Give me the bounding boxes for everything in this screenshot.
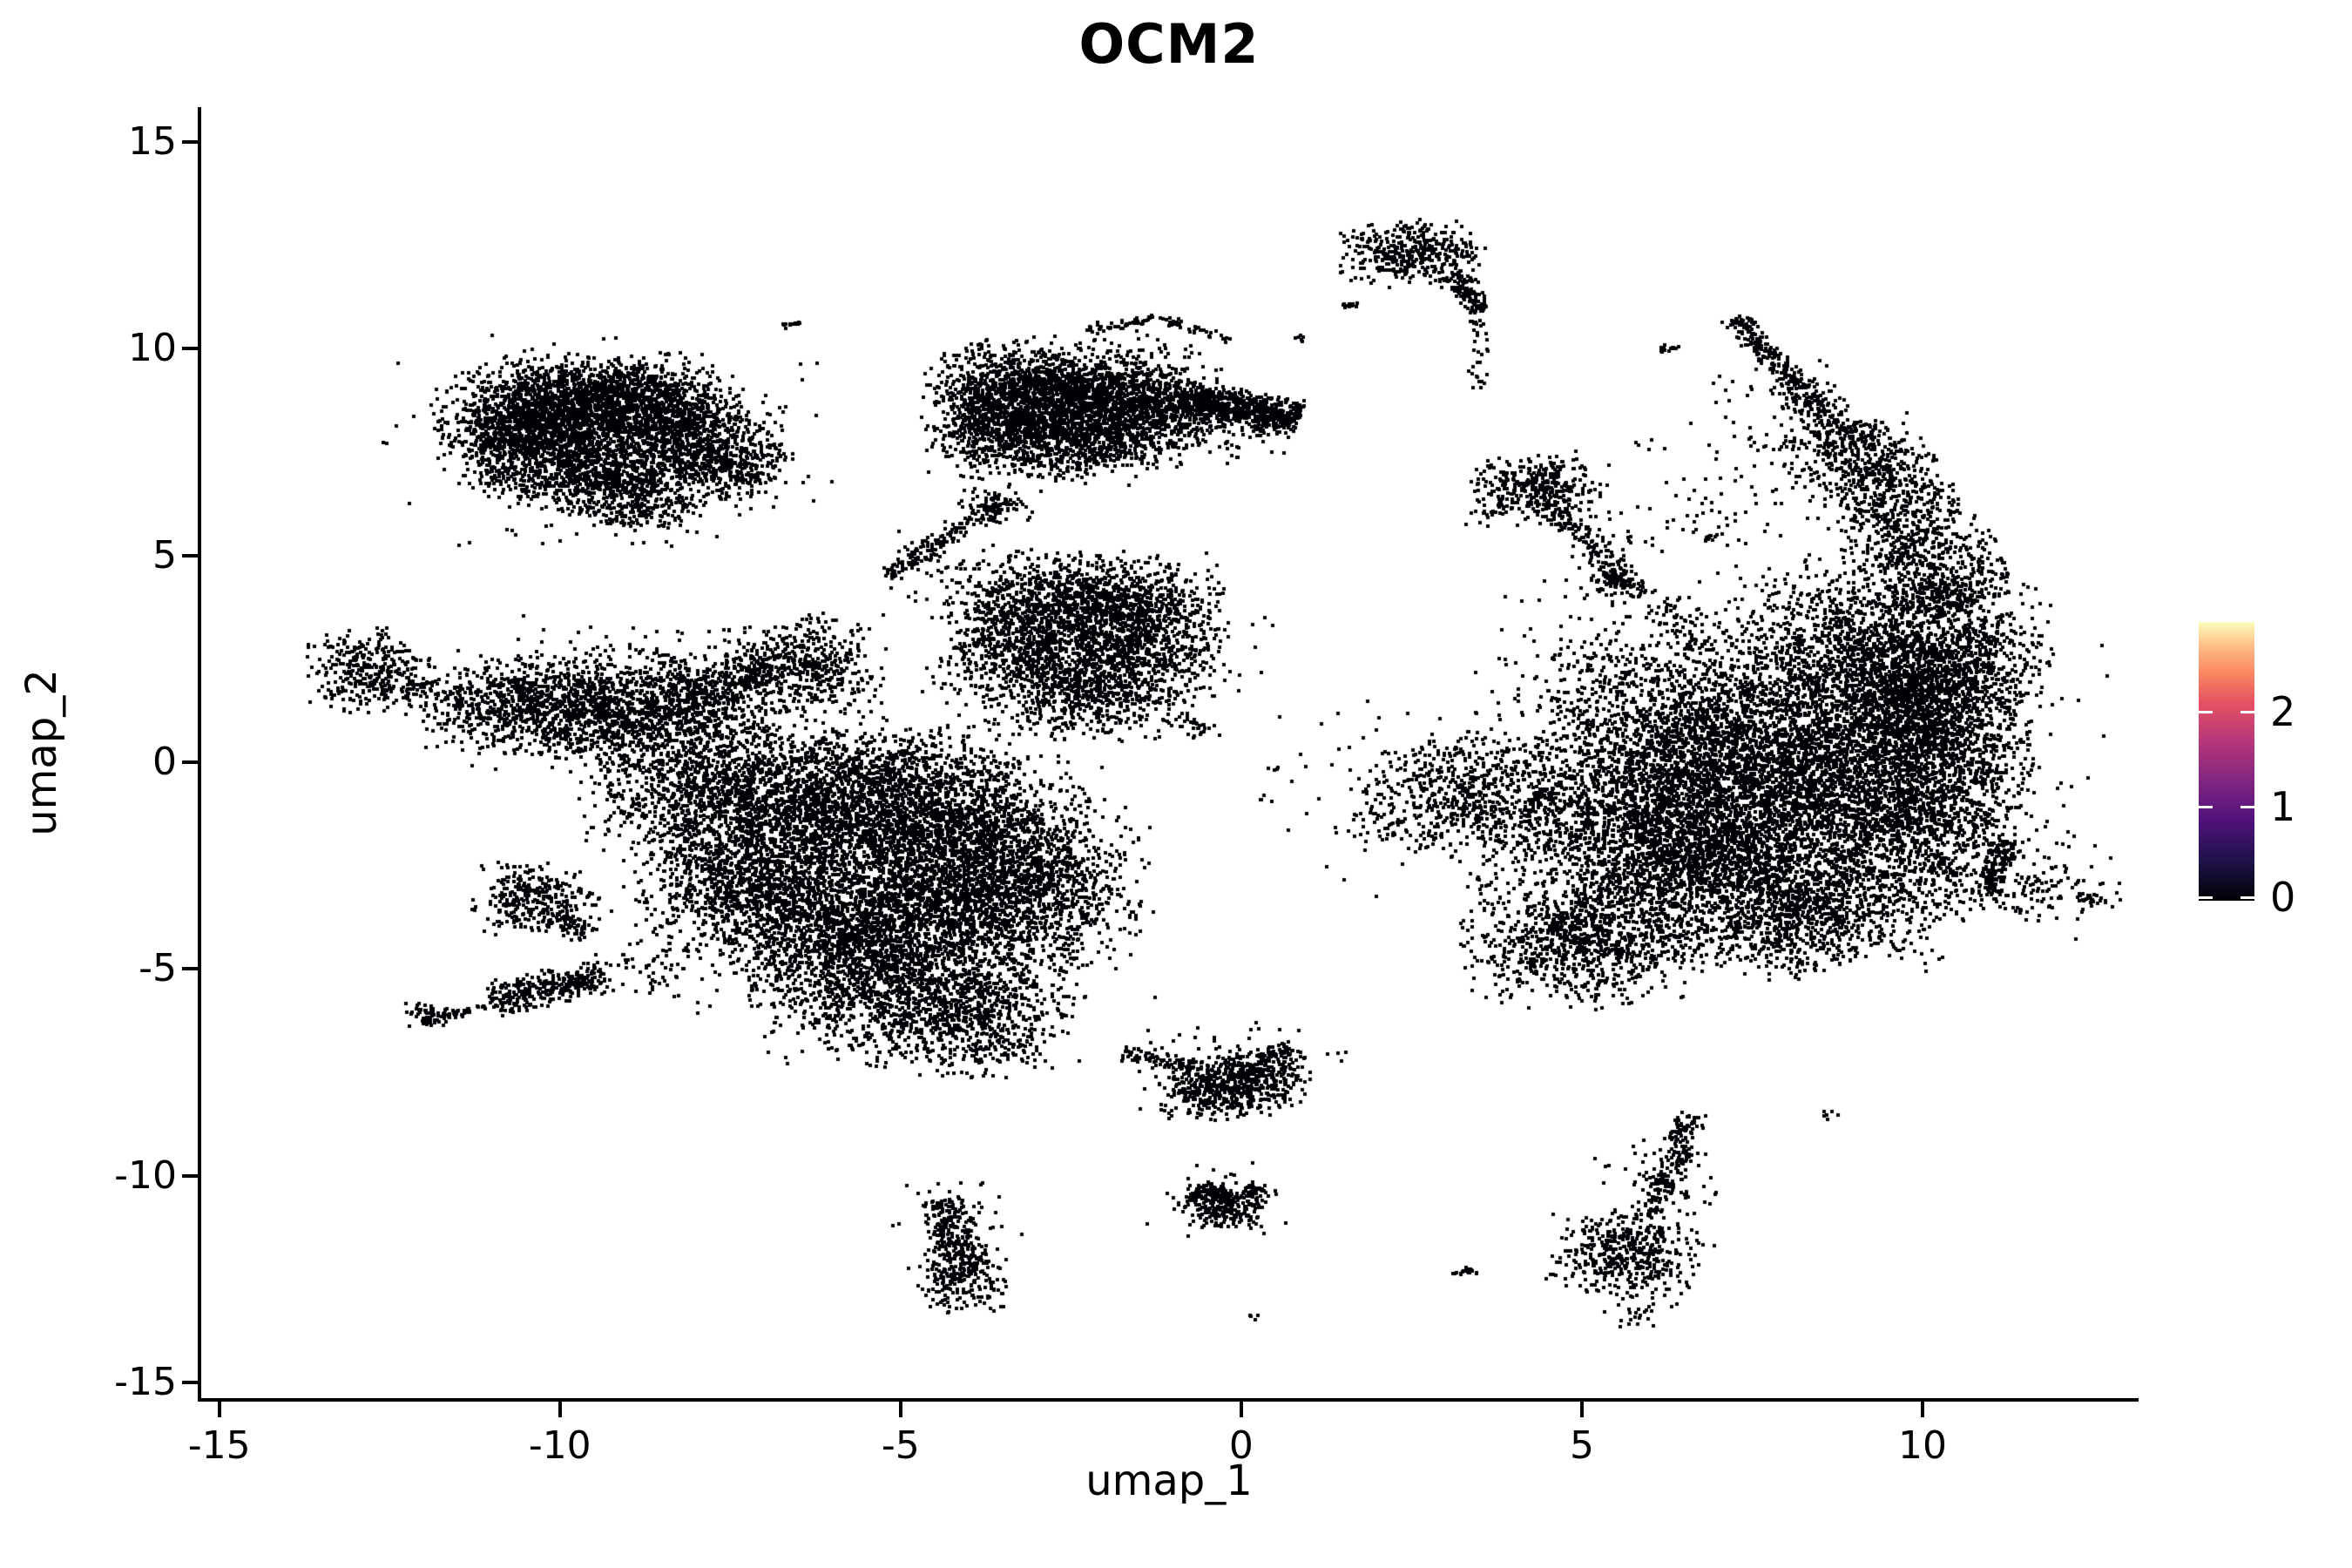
colorbar-tick-mark	[2199, 896, 2213, 899]
x-tick-mark	[558, 1402, 562, 1417]
x-tick-mark	[1239, 1402, 1243, 1417]
colorbar-tick-label: 1	[2270, 782, 2296, 830]
x-tick-label: 5	[1569, 1423, 1594, 1468]
y-tick-mark	[182, 967, 198, 971]
x-axis-title: umap_1	[1085, 1456, 1253, 1505]
y-tick-label: 5	[152, 532, 177, 578]
y-axis-title: umap_2	[17, 669, 66, 836]
y-tick-mark	[182, 139, 198, 144]
x-tick-mark	[1921, 1402, 1925, 1417]
x-tick-label: -10	[528, 1423, 591, 1468]
y-tick-mark	[182, 347, 198, 351]
y-tick-label: 0	[152, 739, 177, 784]
colorbar-tick-label: 0	[2270, 874, 2296, 921]
colorbar-gradient	[2199, 622, 2254, 901]
y-tick-label: -5	[139, 946, 177, 991]
y-tick-mark	[182, 1380, 198, 1384]
y-tick-label: -15	[114, 1359, 177, 1404]
y-axis-line	[198, 107, 201, 1402]
colorbar-tick-mark	[2240, 805, 2254, 808]
x-tick-label: -5	[881, 1423, 920, 1468]
y-tick-mark	[182, 1173, 198, 1178]
y-tick-mark	[182, 760, 198, 764]
colorbar-tick-mark	[2199, 805, 2213, 808]
x-axis-line	[198, 1398, 2139, 1402]
x-tick-label: 10	[1898, 1423, 1948, 1468]
colorbar-tick-mark	[2240, 711, 2254, 714]
x-tick-label: -15	[187, 1423, 251, 1468]
y-tick-label: 10	[128, 326, 177, 371]
y-tick-label: -10	[114, 1152, 177, 1198]
x-tick-mark	[898, 1402, 902, 1417]
y-tick-label: 15	[128, 118, 177, 164]
colorbar-tick-label: 2	[2270, 688, 2296, 736]
plot-title: OCM2	[1078, 12, 1260, 76]
x-tick-mark	[217, 1402, 221, 1417]
colorbar-tick-mark	[2240, 896, 2254, 899]
colorbar-tick-mark	[2199, 711, 2213, 714]
x-tick-label: 0	[1228, 1423, 1254, 1468]
x-tick-mark	[1579, 1402, 1584, 1417]
y-tick-mark	[182, 553, 198, 558]
